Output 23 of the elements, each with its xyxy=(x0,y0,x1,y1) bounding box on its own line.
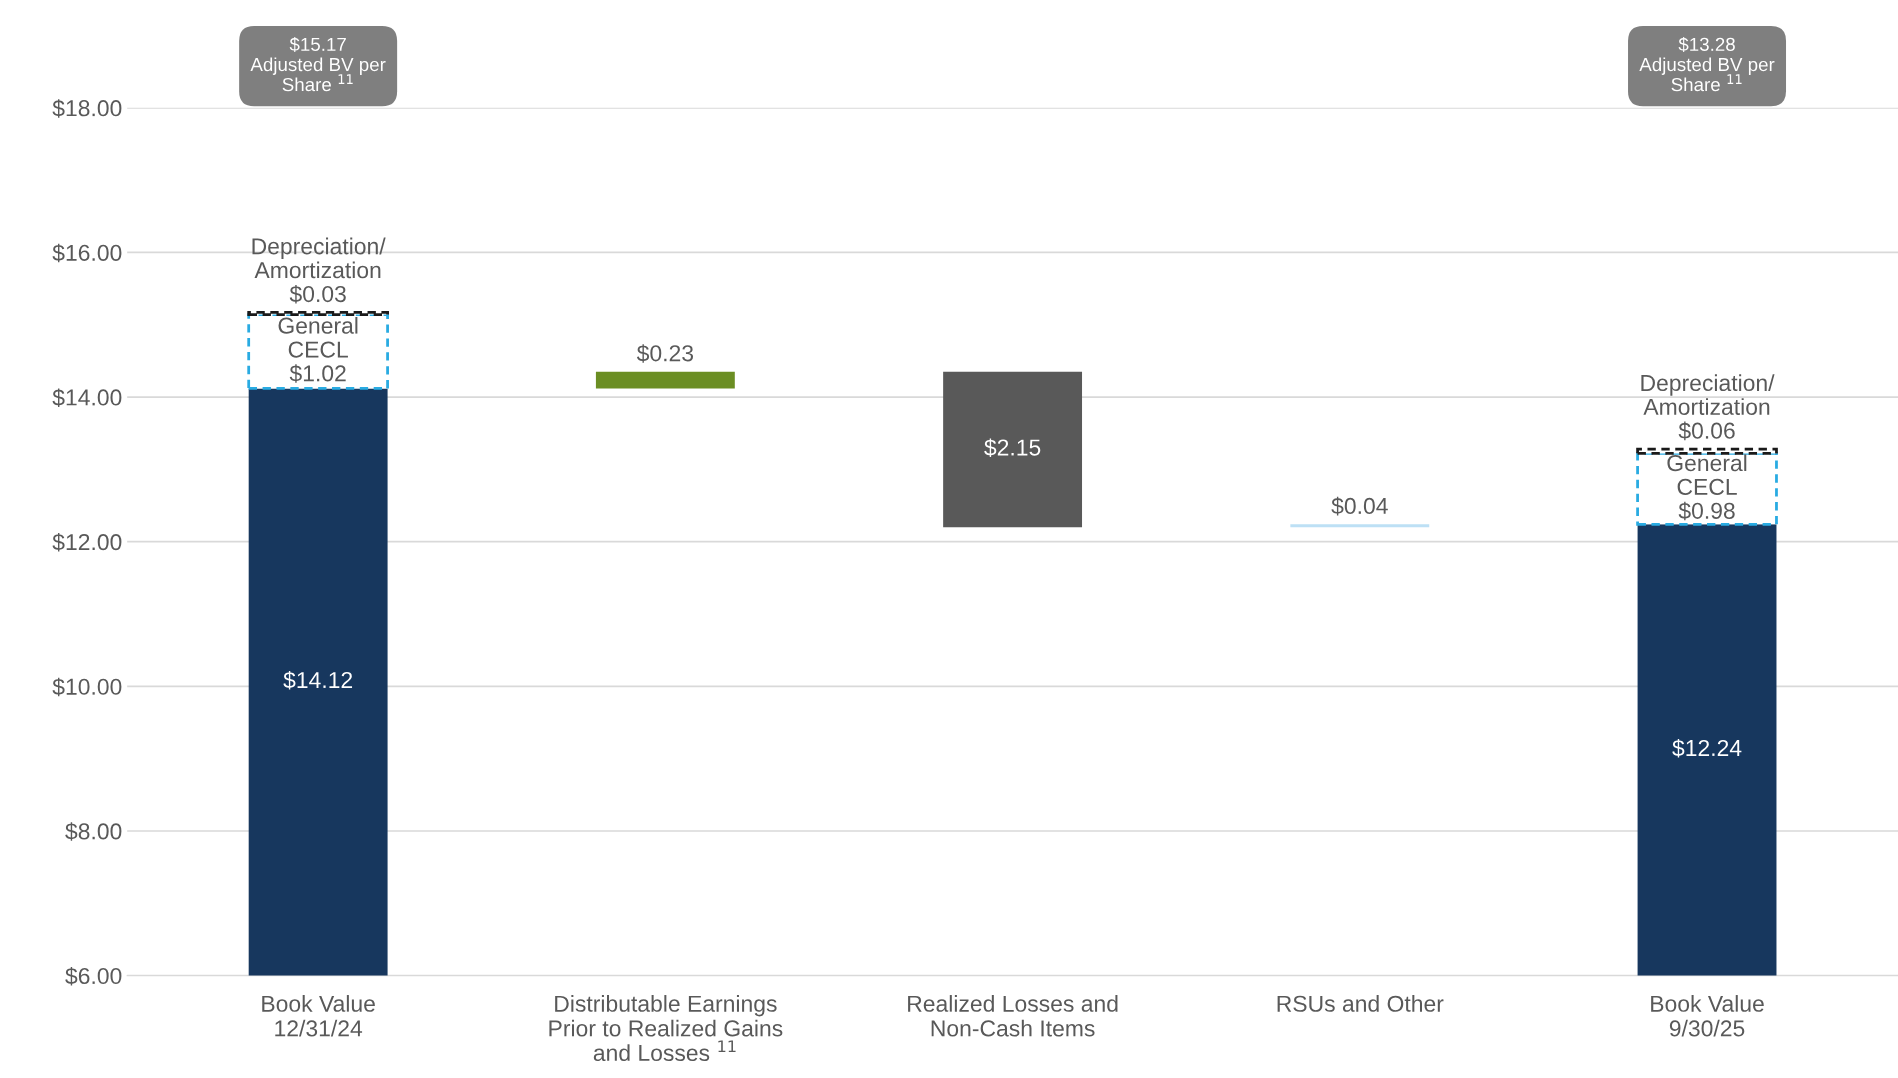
text: $15.17 Adjusted BV per Share $^{11}$ xyxy=(250,36,386,92)
x-tick-label: Realized Losses and Non-Cash Items xyxy=(908,995,1118,1037)
y-tick-label: $8.00 xyxy=(65,822,122,841)
y-tick-label: $6.00 xyxy=(65,966,122,986)
data-label: $0.23 xyxy=(636,344,694,363)
data-label: Depreciation/ Amortization $0.06 xyxy=(1641,374,1775,441)
x-tick-label: Book Value 9/30/25 xyxy=(1651,995,1764,1037)
data-label: General CECL $0.98 xyxy=(1667,454,1747,521)
data-label: Depreciation/ Amortization $0.03 xyxy=(252,237,386,304)
data-label: $0.04 xyxy=(1331,496,1388,516)
data-label: $14.12 xyxy=(283,670,353,690)
x-tick-label: Distributable Earnings Prior to Realized Gains and Losses $^{11}$ xyxy=(549,995,783,1062)
y-tick-label: $12.00 xyxy=(52,533,122,552)
y-tick-label: $14.00 xyxy=(52,388,122,407)
y-tick-label: $18.00 xyxy=(52,99,122,118)
text: $13.28 Adjusted BV per Share $^{11}$ xyxy=(1639,36,1775,92)
x-tick-label: RSUs and Other xyxy=(1277,995,1444,1012)
data-label: $12.24 xyxy=(1672,738,1742,758)
data-label: General CECL $1.02 xyxy=(278,316,358,383)
y-tick-label: $16.00 xyxy=(52,243,122,263)
x-tick-label: Book Value 12/31/24 xyxy=(262,995,375,1037)
data-label: $2.15 xyxy=(984,438,1041,458)
y-tick-label: $10.00 xyxy=(52,677,122,697)
